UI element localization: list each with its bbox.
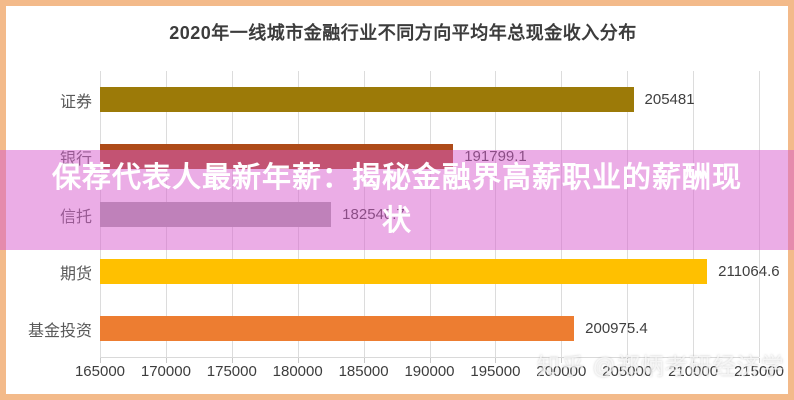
axis-tick [165,358,167,363]
bar-row: 205481 [100,71,759,128]
bar-row: 211064.6 [100,243,780,300]
x-axis: 165000 170000 175000 180000 185000 190000 1950… [6,363,794,385]
x-tick-label: 200000 [536,363,587,380]
axis-tick [495,358,497,363]
axis-tick [693,358,695,363]
axis-tick [100,358,101,363]
axis-tick [297,358,299,363]
axis-tick [429,358,431,363]
x-tick-label: 215000 [733,363,785,380]
category-label: 基金投资 [27,323,92,341]
bar [100,87,634,113]
x-tick-label: 180000 [272,363,323,380]
x-tick-label: 205000 [602,363,653,380]
axis-tick [363,358,365,363]
axis-tick [627,358,629,363]
x-tick-label: 175000 [206,363,257,380]
value-label: 205481 [644,91,695,109]
axis-tick [759,358,760,363]
bar-row: 200975.4 [100,300,759,357]
value-label: 200975.4 [585,319,648,337]
x-tick-label: 190000 [404,363,455,380]
bar [100,315,575,341]
watermark: 知乎 @郑炳考研经济学 [537,353,785,379]
x-tick-label: 185000 [338,363,389,380]
category-label: 期货 [59,265,92,283]
value-label: 211064.6 [718,262,780,280]
bar [100,258,708,284]
axis-tick [231,358,233,363]
x-tick-label: 165000 [74,363,126,380]
x-tick-label: 195000 [470,363,521,380]
chart-title: 2020年一线城市金融行业不同方向平均年总现金收入分布 [169,23,637,43]
banner-text: 保荐代表人最新年薪：揭秘金融界高薪职业的薪酬现状 [51,162,742,237]
category-label: 证券 [59,93,92,111]
axis-tick [561,358,563,363]
x-tick-label: 210000 [668,363,719,380]
x-tick-label: 170000 [140,363,191,380]
banner-overlay: 保荐代表人最新年薪：揭秘金融界高薪职业的薪酬现状 [0,150,794,250]
